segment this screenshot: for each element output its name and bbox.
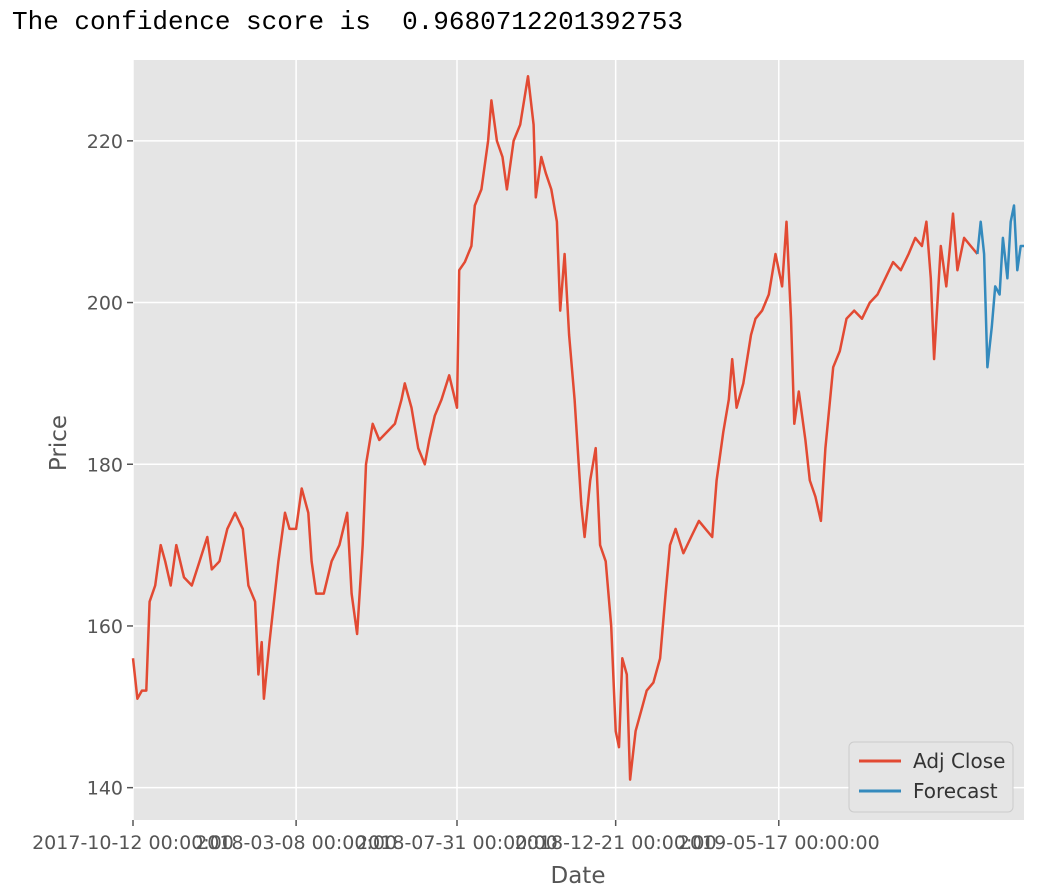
y-axis: 140 160 180 200 220 [87,131,133,800]
legend-label-adj-close: Adj Close [913,749,1005,773]
x-tick-label-2018-03-08: 2018-03-08 00:00:00 [195,832,397,854]
x-tick-label-2018-07-31: 2018-07-31 00:00:00 [356,832,558,854]
y-axis-label: Price [46,415,72,471]
x-tick-label-2017-10-12: 2017-10-12 00:00:00 [32,832,234,854]
confidence-output: The confidence score is 0.96807122013927… [12,4,683,40]
y-tick-label-140: 140 [87,778,123,800]
series-line-forecast [976,204,1024,369]
legend: Adj Close Forecast [848,741,1014,813]
series-layer [131,74,1024,781]
y-tick-label-200: 200 [87,293,123,315]
legend-label-forecast: Forecast [913,779,998,803]
x-axis-label: Date [551,863,606,889]
x-tick-label-2019-05-17: 2019-05-17 00:00:00 [678,832,880,854]
x-tick-label-2018-12-21: 2018-12-21 00:00:00 [515,832,717,854]
y-tick-label-180: 180 [87,454,123,476]
y-tick-label-160: 160 [87,616,123,638]
series-line-adj-close [131,74,979,781]
plot-area [133,60,1024,820]
y-tick-label-220: 220 [87,131,123,153]
confidence-prefix: The confidence score is [12,7,387,37]
confidence-value: 0.9680712201392753 [402,7,683,37]
